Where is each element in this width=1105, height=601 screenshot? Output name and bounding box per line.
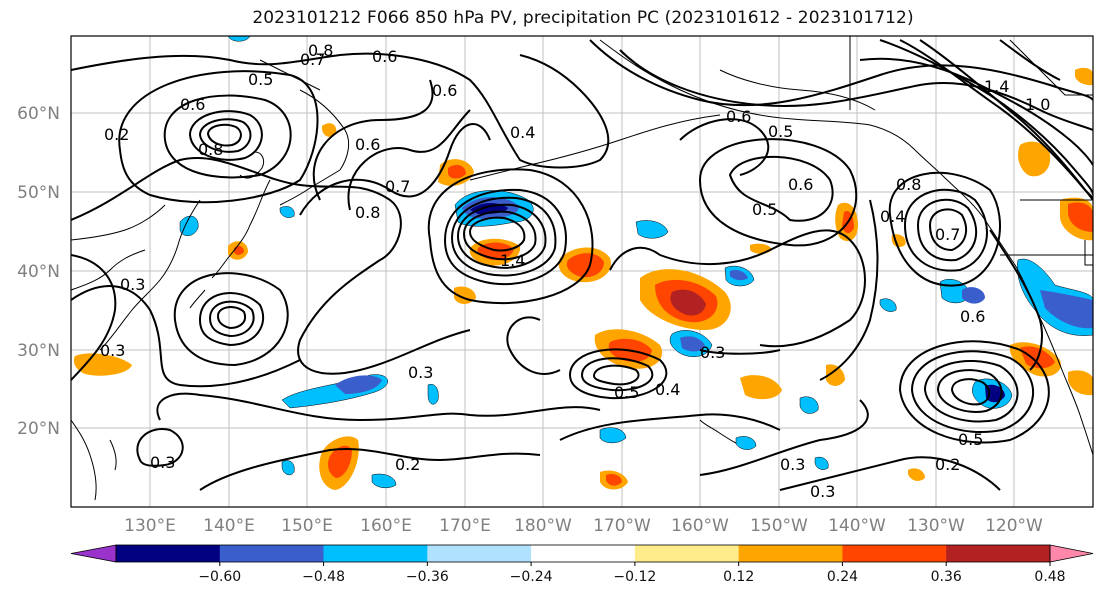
colorbar: −0.60 −0.48 −0.36 −0.24 −0.12 0.12 0.24 0.36 0.4… xyxy=(70,544,1094,585)
contour-label: 0.3 xyxy=(780,455,805,474)
colorbar-tick-label: 0.48 xyxy=(1034,569,1065,585)
lat-label: 20°N xyxy=(17,419,60,439)
contour-label: 0.5 xyxy=(752,200,777,219)
contour-label: 0.3 xyxy=(408,363,433,382)
lon-label: 130°W xyxy=(907,516,965,536)
colorbar-tick-label: 0.36 xyxy=(931,569,962,585)
colorbar-tick-label: −0.60 xyxy=(198,569,241,585)
lon-label: 120°W xyxy=(985,516,1043,536)
contour-label: 0.3 xyxy=(100,341,125,360)
colorbar-segment xyxy=(323,545,428,562)
contour-label: 0.6 xyxy=(726,107,751,126)
lon-label: 150°E xyxy=(281,516,333,536)
contour-label: 0.3 xyxy=(120,275,145,294)
contour-label: 0.6 xyxy=(372,47,397,66)
colorbar-segment xyxy=(946,545,1051,562)
colorbar-extension-low xyxy=(70,544,117,563)
contour-label: 0.5 xyxy=(248,70,273,89)
pv-contours xyxy=(71,39,1093,491)
map-frame xyxy=(70,35,1094,508)
latitude-labels: 60°N 50°N 40°N 30°N 20°N xyxy=(17,104,60,439)
contour-label: 0.3 xyxy=(150,453,175,472)
contour-label: 0.2 xyxy=(935,455,960,474)
contour-label: 0.8 xyxy=(896,175,921,194)
lon-label: 170°W xyxy=(593,516,651,536)
contour-label: 1.4 xyxy=(984,77,1009,96)
contour-label: 0.6 xyxy=(180,95,205,114)
contour-label: 0.8 xyxy=(355,203,380,222)
contour-label: 0.6 xyxy=(432,81,457,100)
lon-label: 170°E xyxy=(439,516,491,536)
contour-label: 0.3 xyxy=(810,482,835,501)
colorbar-tick-label: −0.12 xyxy=(613,569,656,585)
lat-label: 50°N xyxy=(17,183,60,203)
contour-label: 0.6 xyxy=(788,175,813,194)
lat-label: 60°N xyxy=(17,104,60,124)
colorbar-tick-label: 0.12 xyxy=(723,569,754,585)
contour-label: 0.4 xyxy=(510,123,535,142)
contour-label: 0.7 xyxy=(935,225,960,244)
map-title: 2023101212 F066 850 hPa PV, precipitatio… xyxy=(252,8,914,28)
lon-label: 140°W xyxy=(828,516,886,536)
coastlines xyxy=(71,36,1093,501)
colorbar-segment xyxy=(427,545,532,562)
lon-label: 160°W xyxy=(671,516,729,536)
contour-labels: 0.8 0.7 0.6 0.5 0.6 0.2 0.6 0.8 0.7 0.6 … xyxy=(100,41,1050,501)
lon-label: 140°E xyxy=(203,516,255,536)
colorbar-segment xyxy=(116,545,221,562)
contour-label: 0.4 xyxy=(880,207,905,226)
colorbar-segment xyxy=(219,545,325,562)
lon-label: 130°E xyxy=(124,516,176,536)
contour-label: 0.5 xyxy=(768,122,793,141)
colorbar-segment xyxy=(842,545,947,562)
longitude-labels: 130°E 140°E 150°E 160°E 170°E 180°W 170°… xyxy=(124,516,1043,536)
contour-label: 0.3 xyxy=(700,343,725,362)
contour-label: 0.8 xyxy=(308,41,333,60)
contour-label: 0.5 xyxy=(958,430,983,449)
contour-label: 0.5 xyxy=(614,383,639,402)
contour-label: 0.4 xyxy=(655,380,680,399)
lon-label: 150°W xyxy=(750,516,808,536)
contour-label: 0.7 xyxy=(385,177,410,196)
colorbar-tick-label: −0.36 xyxy=(406,569,449,585)
lat-label: 30°N xyxy=(17,341,60,361)
contour-label: 0.6 xyxy=(355,135,380,154)
colorbar-tick-label: −0.48 xyxy=(302,569,345,585)
contour-label: 0.2 xyxy=(395,455,420,474)
contour-label: 1.4 xyxy=(500,251,525,270)
contour-label: 0.6 xyxy=(960,307,985,326)
lon-label: 160°E xyxy=(360,516,412,536)
lat-label: 40°N xyxy=(17,262,60,282)
colorbar-frame xyxy=(115,544,1051,563)
contour-label: 0.8 xyxy=(198,140,223,159)
contour-label: 0.2 xyxy=(104,125,129,144)
contour-label: 0.7 xyxy=(300,50,325,69)
contour-label: 1.0 xyxy=(1025,95,1050,114)
colorbar-tick-label: 0.24 xyxy=(827,569,858,585)
lon-label: 180°W xyxy=(514,516,572,536)
colorbar-segment xyxy=(531,545,636,562)
colorbar-segment xyxy=(634,545,740,562)
colorbar-segment xyxy=(738,545,843,562)
colorbar-extension-high xyxy=(1049,544,1094,563)
colorbar-tick-label: −0.24 xyxy=(510,569,553,585)
